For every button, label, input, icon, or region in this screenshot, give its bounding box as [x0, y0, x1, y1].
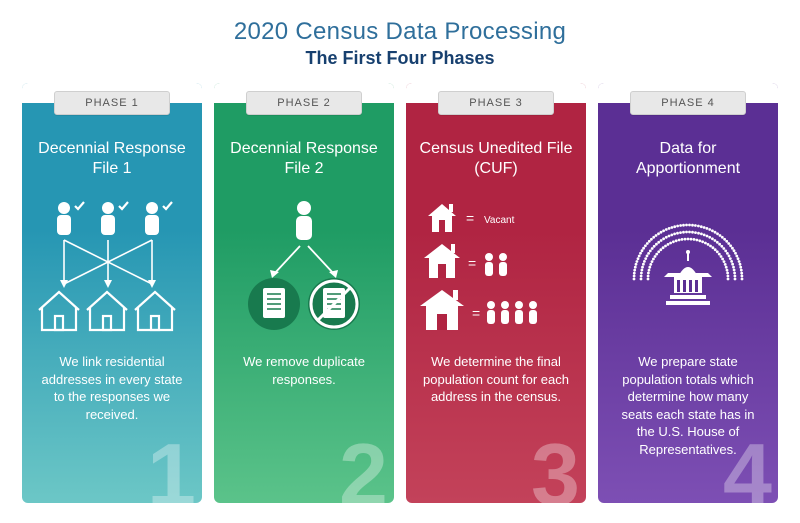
- header: 2020 Census Data Processing The First Fo…: [0, 0, 800, 83]
- card-description: We link residential addresses in every s…: [34, 353, 190, 423]
- main-title: 2020 Census Data Processing: [0, 18, 800, 46]
- illustration-apportionment: [610, 193, 766, 343]
- svg-text:=: =: [466, 210, 474, 226]
- card-title: Decennial Response File 2: [226, 139, 382, 181]
- card-description: We determine the final population count …: [418, 353, 574, 406]
- phase-number: 4: [723, 431, 772, 503]
- phase-1-card: PHASE 1 Decennial Response File 1: [22, 83, 202, 503]
- vacant-label: Vacant: [484, 215, 515, 226]
- subtitle: The First Four Phases: [0, 48, 800, 69]
- phase-tab: PHASE 4: [630, 91, 746, 115]
- cards-row: PHASE 1 Decennial Response File 1: [0, 83, 800, 503]
- card-title: Data for Apportionment: [610, 139, 766, 181]
- card-title: Decennial Response File 1: [34, 139, 190, 181]
- svg-text:=: =: [468, 255, 476, 271]
- svg-text:=: =: [472, 305, 480, 321]
- phase-tab: PHASE 3: [438, 91, 554, 115]
- illustration-population-count: = Vacant =: [418, 193, 574, 343]
- card-description: We remove duplicate responses.: [226, 353, 382, 388]
- illustration-remove-duplicates: [226, 193, 382, 343]
- phase-number: 1: [147, 431, 196, 503]
- illustration-link-addresses: [34, 193, 190, 343]
- phase-number: 2: [339, 431, 388, 503]
- phase-tab: PHASE 2: [246, 91, 362, 115]
- phase-2-card: PHASE 2 Decennial Response File 2: [214, 83, 394, 503]
- phase-number: 3: [531, 431, 580, 503]
- phase-4-card: PHASE 4 Data for Apportionment: [598, 83, 778, 503]
- phase-tab: PHASE 1: [54, 91, 170, 115]
- card-title: Census Unedited File (CUF): [418, 139, 574, 181]
- phase-3-card: PHASE 3 Census Unedited File (CUF) = Vac…: [406, 83, 586, 503]
